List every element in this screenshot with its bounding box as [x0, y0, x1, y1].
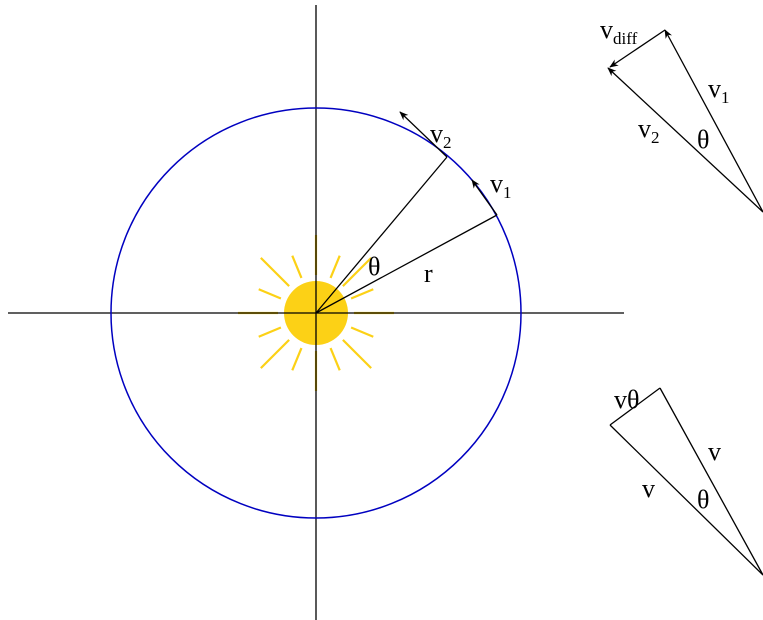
- radius-2: [315, 156, 448, 314]
- label-v2: v2: [430, 119, 452, 152]
- sun-ray: [260, 339, 290, 369]
- v1-arrow: [471, 179, 498, 216]
- tri-v2: [607, 67, 763, 213]
- label-vtheta: vθ: [614, 385, 639, 414]
- tri-vdiff: [609, 29, 666, 68]
- label-base: v: [430, 119, 443, 148]
- label-v1: v1: [490, 169, 512, 202]
- label-v1: v1: [708, 74, 730, 107]
- sun-ray: [350, 326, 374, 338]
- sun-ray: [258, 326, 282, 338]
- label-theta: θ: [697, 125, 709, 154]
- label-r: r: [424, 259, 433, 288]
- label-sub: 1: [503, 183, 512, 202]
- label-vdiff: vdiff: [600, 15, 638, 48]
- label-v: v: [642, 474, 655, 503]
- label-theta: θ: [368, 252, 380, 281]
- sun-ray: [329, 255, 341, 279]
- label-base: v: [638, 114, 651, 143]
- label-base: v: [490, 169, 503, 198]
- orbit: [110, 107, 522, 519]
- sun-ray: [342, 257, 372, 287]
- label-sub: 2: [651, 128, 660, 147]
- sun-ray: [260, 257, 290, 287]
- label-v: v: [708, 437, 721, 466]
- sun-ray: [258, 288, 282, 300]
- v2-arrow: [399, 111, 448, 158]
- label-base: v: [708, 74, 721, 103]
- tri-v1: [664, 29, 763, 213]
- label-sub: diff: [613, 29, 638, 48]
- small-tri-right: [659, 387, 763, 576]
- label-sub: 1: [721, 88, 730, 107]
- small-tri-top: [609, 387, 661, 426]
- sun-ray: [329, 347, 341, 371]
- small-tri-left: [609, 424, 763, 576]
- radius-1: [315, 214, 498, 314]
- label-v2: v2: [638, 114, 660, 147]
- label-theta: θ: [697, 485, 709, 514]
- sun-ray: [342, 339, 372, 369]
- sun-ray: [350, 288, 374, 300]
- sun-ray: [291, 255, 303, 279]
- label-base: v: [600, 15, 613, 44]
- sun-ray: [291, 347, 303, 371]
- label-sub: 2: [443, 133, 452, 152]
